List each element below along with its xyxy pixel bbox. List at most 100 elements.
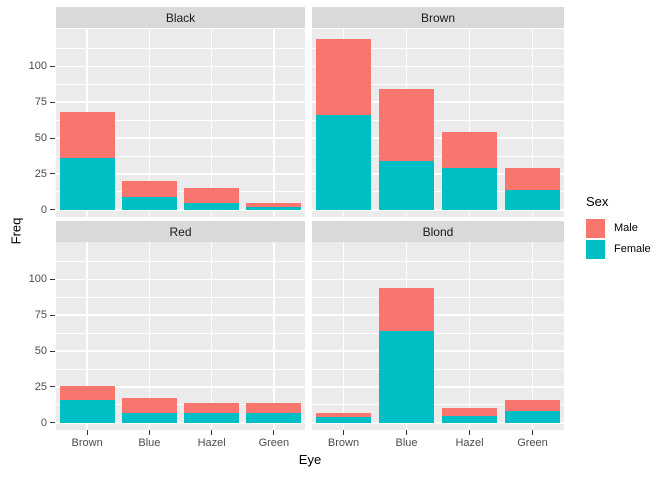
legend-title: Sex: [586, 194, 609, 209]
y-tick-mark: [50, 173, 55, 175]
facet-strip-label: Brown: [420, 10, 455, 25]
legend-swatch-male: [586, 219, 605, 238]
bar-segment-female: [184, 202, 239, 210]
x-tick-label: Green: [517, 437, 548, 449]
gridline-major-v: [273, 29, 275, 217]
x-tick-label: Brown: [327, 437, 360, 449]
facet-strip-label: Black: [165, 10, 196, 25]
gridline-major-h: [56, 422, 305, 424]
x-tick-mark: [211, 430, 213, 435]
gridline-major-h: [56, 101, 305, 103]
bar-segment-male: [504, 399, 561, 412]
legend-item-female: Female: [586, 240, 672, 259]
legend-label-male: Male: [614, 222, 638, 234]
gridline-major-h: [56, 173, 305, 175]
y-tick-label: 75: [34, 96, 47, 109]
gridline-minor-h: [56, 368, 305, 370]
y-tick-label: 0: [40, 203, 47, 216]
gridline-minor-h: [56, 332, 305, 334]
bar-segment-male: [504, 168, 561, 190]
bar-segment-female: [246, 206, 302, 210]
bar-segment-female: [378, 161, 435, 210]
x-tick-label: Brown: [71, 437, 103, 449]
gridline-major-h: [312, 314, 564, 316]
bar-segment-female: [441, 168, 498, 210]
bar-segment-male: [121, 398, 177, 413]
y-axis-title-text: Freq: [8, 217, 24, 245]
gridline-major-h: [56, 278, 305, 281]
gridline-minor-h: [56, 260, 305, 262]
facet-strip: Red: [56, 221, 305, 242]
gridline-minor-h: [56, 83, 305, 85]
x-tick-mark: [406, 430, 407, 435]
gridline-major-v: [148, 242, 151, 430]
y-tick-mark: [50, 209, 55, 211]
x-tick-label: Hazel: [197, 437, 226, 449]
bar-segment-female: [504, 411, 561, 423]
gridline-major-v: [210, 242, 213, 430]
x-tick-mark: [273, 430, 275, 435]
facet-strip-label: Red: [169, 224, 192, 239]
facet-strip-label: Blond: [422, 224, 454, 239]
gridline-major-v: [468, 242, 471, 430]
bar-segment-male: [184, 188, 239, 203]
gridline-minor-h: [56, 155, 305, 157]
gridline-minor-h: [312, 368, 564, 370]
gridline-major-h: [312, 278, 564, 281]
gridline-major-v: [273, 242, 275, 430]
legend-label-female: Female: [614, 243, 651, 255]
x-tick-label: Blue: [395, 437, 418, 449]
gridline-minor-h: [312, 47, 564, 49]
gridline-minor-h: [56, 296, 305, 298]
bar-segment-male: [378, 287, 435, 331]
gridline-minor-h: [312, 119, 564, 121]
bar-segment-female: [315, 417, 372, 423]
gridline-major-h: [56, 209, 305, 211]
bar-segment-female: [121, 196, 177, 210]
x-tick-mark: [86, 430, 88, 435]
x-tick-label: Hazel: [455, 437, 484, 449]
bar-segment-male: [315, 39, 372, 116]
bar-segment-female: [184, 412, 239, 423]
y-tick-mark: [50, 350, 55, 352]
y-tick-mark: [50, 314, 55, 316]
gridline-minor-h: [56, 191, 305, 193]
gridline-major-h: [312, 422, 564, 424]
y-tick-mark: [50, 386, 55, 388]
legend-item-male: Male: [586, 219, 672, 238]
y-tick-label: 75: [34, 309, 47, 322]
gridline-major-h: [312, 137, 564, 139]
bar-segment-female: [121, 412, 177, 423]
gridline-major-v: [210, 29, 213, 217]
bar-segment-male: [246, 402, 302, 413]
bar-segment-female: [504, 189, 561, 210]
facet-strip: Brown: [312, 7, 564, 28]
facet-strip: Blond: [312, 221, 564, 242]
y-tick-label: 25: [34, 380, 47, 393]
y-tick-mark: [50, 278, 55, 280]
gridline-minor-h: [312, 155, 564, 157]
y-tick-mark: [50, 65, 55, 67]
y-tick-label: 100: [28, 60, 47, 73]
gridline-major-v: [86, 242, 88, 430]
bar-segment-female: [59, 158, 115, 210]
bar-segment-male: [441, 132, 498, 169]
y-tick-mark: [50, 137, 55, 139]
gridline-major-h: [312, 386, 564, 388]
y-tick-label: 100: [28, 273, 47, 286]
bar-segment-female: [59, 399, 115, 423]
x-tick-mark: [532, 430, 533, 435]
x-tick-mark: [343, 430, 344, 435]
bar-segment-male: [315, 412, 372, 418]
bar-segment-female: [441, 415, 498, 423]
gridline-major-h: [56, 350, 305, 352]
gridline-major-v: [148, 29, 151, 217]
x-axis-title: Eye: [298, 452, 322, 467]
bar-segment-female: [315, 115, 372, 210]
y-tick-label: 50: [34, 132, 47, 145]
y-tick-label: 25: [34, 167, 47, 180]
gridline-major-h: [56, 314, 305, 316]
gridline-major-v: [342, 242, 345, 430]
gridline-minor-h: [56, 404, 305, 406]
